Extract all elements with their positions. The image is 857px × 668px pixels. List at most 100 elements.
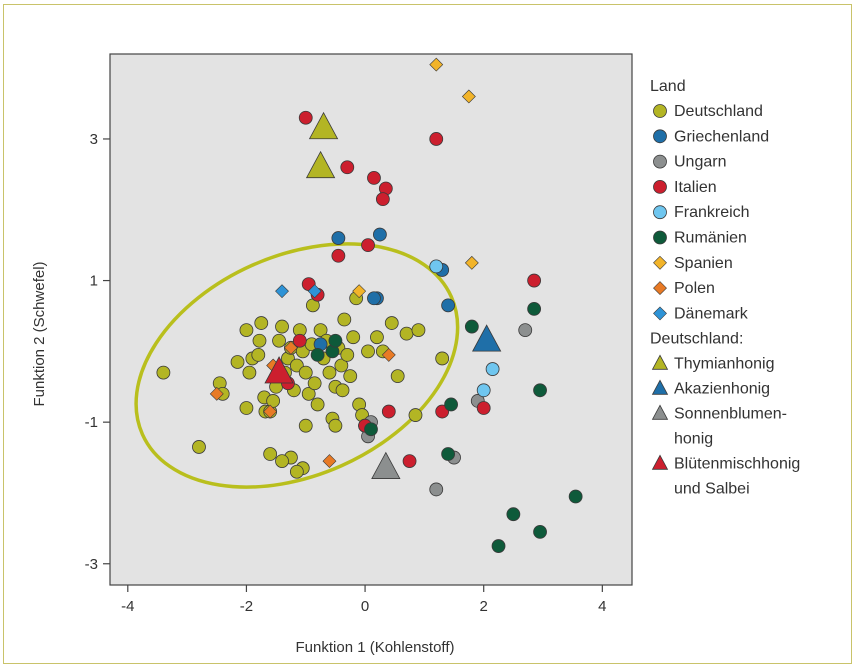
y-axis-title: Funktion 2 (Schwefel) — [31, 261, 48, 406]
data-point-deutschland — [411, 323, 426, 338]
data-point-deutschland — [399, 326, 414, 341]
y-tick-label: -1 — [85, 414, 98, 431]
data-point-deutschland — [310, 397, 325, 412]
data-point-deutschland — [298, 418, 313, 433]
data-point-italien — [375, 192, 390, 207]
data-point-deutschland — [346, 330, 361, 345]
data-point-italien — [476, 401, 491, 415]
data-point-bl-tenmischhonig-und-salbei — [264, 356, 294, 384]
data-point-frankreich — [429, 259, 444, 274]
data-point-deutschland — [254, 316, 269, 330]
data-point-deutschland — [390, 369, 405, 384]
data-point-polen — [322, 454, 337, 469]
data-point-deutschland — [272, 333, 286, 348]
legend-marker — [651, 404, 669, 420]
data-point-deutschland — [156, 365, 171, 380]
data-point-deutschland — [334, 358, 349, 373]
data-point-deutschland — [289, 464, 304, 479]
data-point-deutschland — [192, 440, 206, 454]
data-point-thymianhonig — [308, 111, 339, 140]
data-point-deutschland — [307, 376, 322, 391]
data-point-frankreich — [476, 383, 491, 398]
data-point-thymianhonig — [305, 150, 336, 179]
data-point-akazienhonig — [472, 324, 502, 352]
data-point-polen — [263, 404, 278, 419]
data-point-deutschland — [251, 347, 266, 362]
x-tick-label: -2 — [240, 598, 253, 615]
data-point-spanien — [461, 89, 476, 104]
x-tick-label: 0 — [361, 598, 369, 615]
data-point-rum-nien — [364, 422, 378, 437]
data-point-deutschland — [239, 323, 254, 338]
data-point-italien — [367, 170, 381, 185]
data-point-italien — [381, 404, 396, 419]
data-point-deutschland — [322, 365, 337, 380]
plot-area — [109, 53, 633, 586]
data-point-rum-nien — [310, 347, 325, 362]
legend-item-label: Frankreich — [674, 204, 750, 221]
data-point-deutschland — [275, 454, 289, 469]
legend-item-label: Spanien — [674, 255, 733, 272]
data-point-rum-nien — [464, 319, 479, 334]
data-point-deutschland — [361, 344, 375, 359]
data-point-d-nemark — [307, 284, 322, 299]
legend-marker — [651, 379, 669, 395]
data-point-deutschland — [301, 386, 316, 401]
data-point-deutschland — [340, 347, 355, 362]
data-point-italien — [298, 110, 313, 125]
legend-title-deutschland: Deutschland: — [650, 331, 743, 348]
data-point-polen — [283, 340, 298, 355]
legend-item-label: Sonnenblumen- — [674, 406, 787, 423]
legend-item-label: Rumänien — [674, 230, 747, 247]
data-point-italien — [292, 333, 307, 348]
legend-item-label: honig — [674, 431, 713, 448]
data-point-spanien — [352, 284, 367, 299]
confidence-ellipse — [134, 242, 460, 489]
data-point-italien — [361, 238, 375, 253]
data-point-deutschland — [313, 323, 328, 338]
data-point-rum-nien — [441, 447, 456, 461]
legend-marker — [651, 354, 669, 370]
data-point-deutschland — [343, 369, 358, 384]
legend-item-label: Blütenmischhonig — [674, 456, 800, 473]
legend-marker — [653, 205, 667, 220]
data-point-griechenland — [372, 227, 387, 242]
data-point-deutschland — [370, 330, 384, 345]
data-point-ungarn — [518, 323, 533, 338]
data-point-sonnenblumenhonig — [371, 451, 401, 479]
data-point-deutschland — [275, 319, 289, 334]
legend-marker — [653, 104, 667, 118]
data-point-italien — [527, 273, 542, 288]
data-point-deutschland — [337, 312, 352, 327]
legend-item-label: Ungarn — [674, 154, 726, 171]
y-tick-label: 1 — [90, 273, 98, 290]
y-tick-label: -3 — [85, 556, 98, 573]
data-point-rum-nien — [328, 333, 343, 348]
legend-marker — [653, 154, 667, 169]
legend-marker — [653, 306, 667, 321]
x-tick-label: -4 — [121, 598, 134, 615]
data-point-rum-nien — [533, 383, 547, 398]
data-point-deutschland — [266, 394, 281, 408]
data-point-deutschland — [298, 365, 313, 380]
data-point-italien — [331, 248, 346, 263]
data-point-rum-nien — [491, 539, 506, 553]
legend-marker — [653, 255, 667, 270]
data-point-italien — [340, 160, 355, 175]
y-tick-label: 3 — [90, 131, 98, 148]
data-point-d-nemark — [275, 284, 289, 299]
legend-item-label: Griechenland — [674, 128, 769, 145]
legend-marker — [651, 454, 669, 470]
data-point-rum-nien — [533, 525, 547, 539]
data-point-polen — [209, 386, 224, 401]
legend-item-label: Dänemark — [674, 305, 749, 322]
data-point-deutschland — [242, 365, 257, 380]
legend-marker — [653, 179, 667, 194]
legend-item-label: Akazienhonig — [674, 381, 770, 398]
data-point-deutschland — [239, 401, 254, 415]
data-point-frankreich — [485, 362, 500, 376]
data-point-deutschland — [328, 418, 343, 433]
legend-item-label: Polen — [674, 280, 715, 297]
data-point-deutschland — [335, 383, 350, 398]
legend-marker — [653, 230, 667, 245]
